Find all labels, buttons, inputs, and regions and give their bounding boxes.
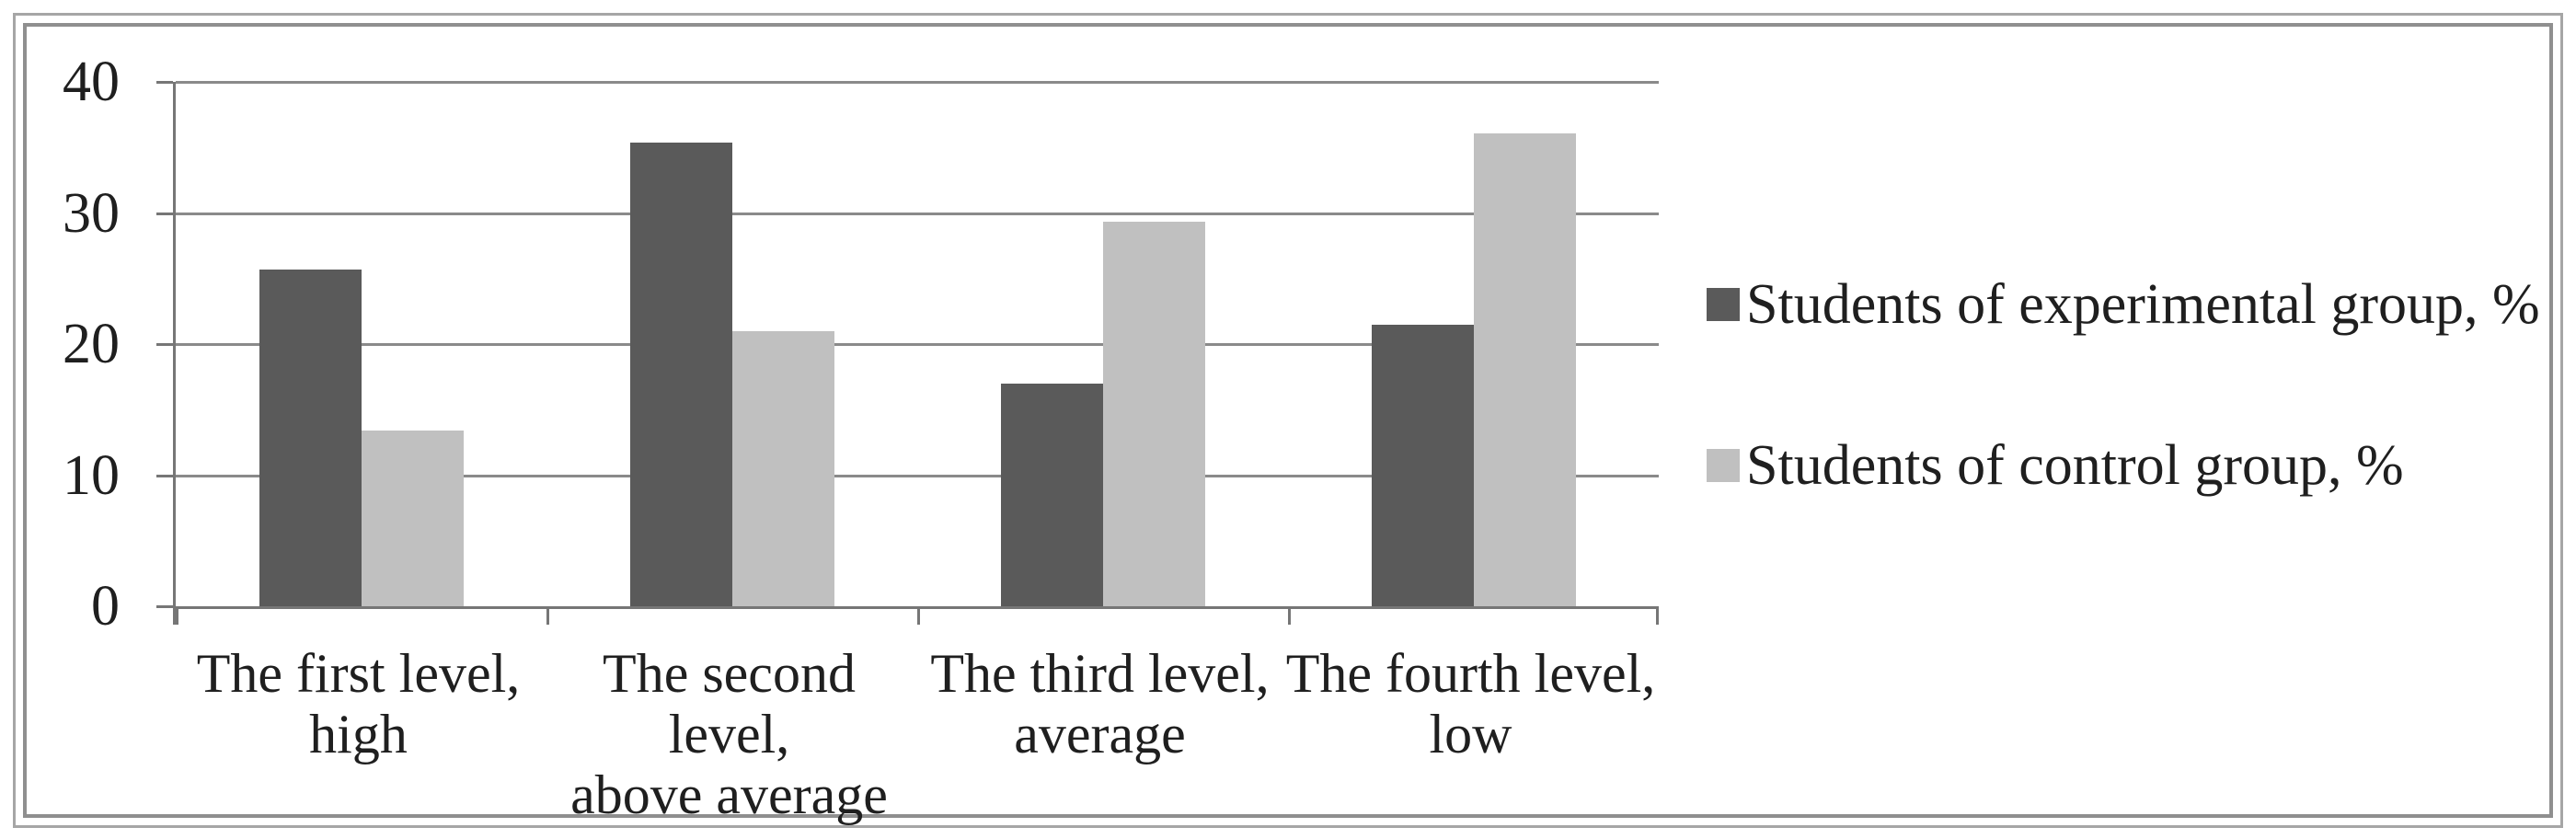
x-axis-category-labels: The first level, high The second level, a… <box>173 643 1656 825</box>
y-axis-tick-20 <box>156 343 173 346</box>
y-tick-label-0: 0 <box>91 575 120 638</box>
y-axis-tick-40 <box>156 81 173 84</box>
bar-control-3 <box>1102 222 1205 606</box>
x-axis-tick-2 <box>917 606 920 625</box>
y-tick-label-30: 30 <box>63 181 120 245</box>
legend-swatch-icon <box>1707 449 1740 482</box>
x-axis-tick-4 <box>1656 606 1659 625</box>
y-axis-extension <box>173 606 176 625</box>
category-label-2: The second level, above average <box>570 643 888 825</box>
bar-experimental-2 <box>629 142 732 606</box>
legend-entry-experimental: Students of experimental group, % <box>1707 271 2540 338</box>
gridline-10 <box>176 474 1659 477</box>
y-tick-label-10: 10 <box>63 443 120 507</box>
category-label-3: The third level, average <box>930 643 1270 764</box>
legend-label: Students of control group, % <box>1746 434 2404 497</box>
gridline-20 <box>176 343 1659 346</box>
category-label-4: The fourth level, low <box>1285 643 1656 764</box>
y-tick-label-40: 40 <box>63 51 120 113</box>
x-axis-tick-0 <box>176 606 178 625</box>
x-axis-tick-3 <box>1288 606 1291 625</box>
plot-area <box>156 81 1659 625</box>
y-axis-tick-0 <box>156 605 173 608</box>
figure-outer-border <box>13 13 2563 828</box>
legend-label: Students of experimental group, % <box>1746 273 2540 336</box>
y-tick-label-20: 20 <box>63 313 120 375</box>
bar-control-4 <box>1473 132 1576 606</box>
gridline-30 <box>176 212 1659 215</box>
y-axis-tick-10 <box>156 474 173 477</box>
legend-entry-control: Students of control group, % <box>1707 432 2404 499</box>
category-label-1: The first level, high <box>196 643 521 764</box>
bar-control-2 <box>731 330 834 606</box>
figure-inner-border <box>23 23 2553 818</box>
gridline-40 <box>176 81 1659 84</box>
bar-experimental-4 <box>1371 324 1474 606</box>
bar-experimental-3 <box>1000 383 1103 606</box>
bar-experimental-1 <box>259 269 362 606</box>
legend-swatch-icon <box>1707 288 1740 321</box>
x-axis-tick-1 <box>546 606 549 625</box>
y-axis-tick-30 <box>156 212 173 215</box>
bar-control-1 <box>361 431 464 606</box>
